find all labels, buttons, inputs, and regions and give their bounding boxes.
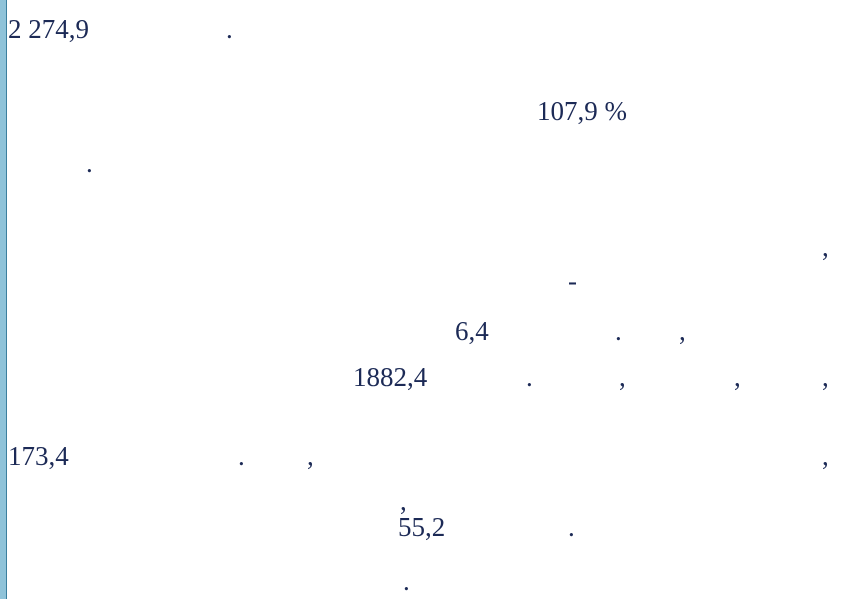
left-border: [0, 0, 7, 599]
text: ,: [822, 441, 829, 471]
text: .: [615, 316, 622, 346]
text: 173,4: [8, 441, 69, 471]
text: ,: [307, 441, 314, 471]
text: ,: [619, 362, 626, 392]
text: .: [526, 362, 533, 392]
text: ,: [400, 486, 407, 516]
text: ,: [822, 362, 829, 392]
text: 107,9 %: [537, 96, 627, 126]
text: 55,2: [398, 512, 446, 542]
text: .: [568, 512, 575, 542]
text: .: [86, 148, 93, 178]
text: ,: [679, 316, 686, 346]
text: 6,4: [455, 316, 489, 346]
text: .: [403, 566, 410, 596]
text: .: [226, 14, 233, 44]
text: -: [568, 266, 577, 296]
text: ,: [734, 362, 741, 392]
text: 2 274,9: [8, 14, 89, 44]
text: .: [238, 441, 245, 471]
text: ,: [822, 232, 829, 262]
text: 1882,4: [353, 362, 428, 392]
